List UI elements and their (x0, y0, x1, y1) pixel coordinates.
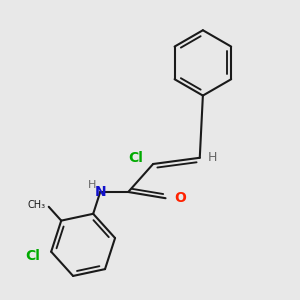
Text: Cl: Cl (129, 151, 143, 165)
Text: H: H (88, 180, 97, 190)
Text: O: O (174, 191, 186, 205)
Text: H: H (208, 151, 217, 164)
Text: Cl: Cl (25, 249, 40, 263)
Text: N: N (94, 185, 106, 199)
Text: CH₃: CH₃ (28, 200, 46, 210)
